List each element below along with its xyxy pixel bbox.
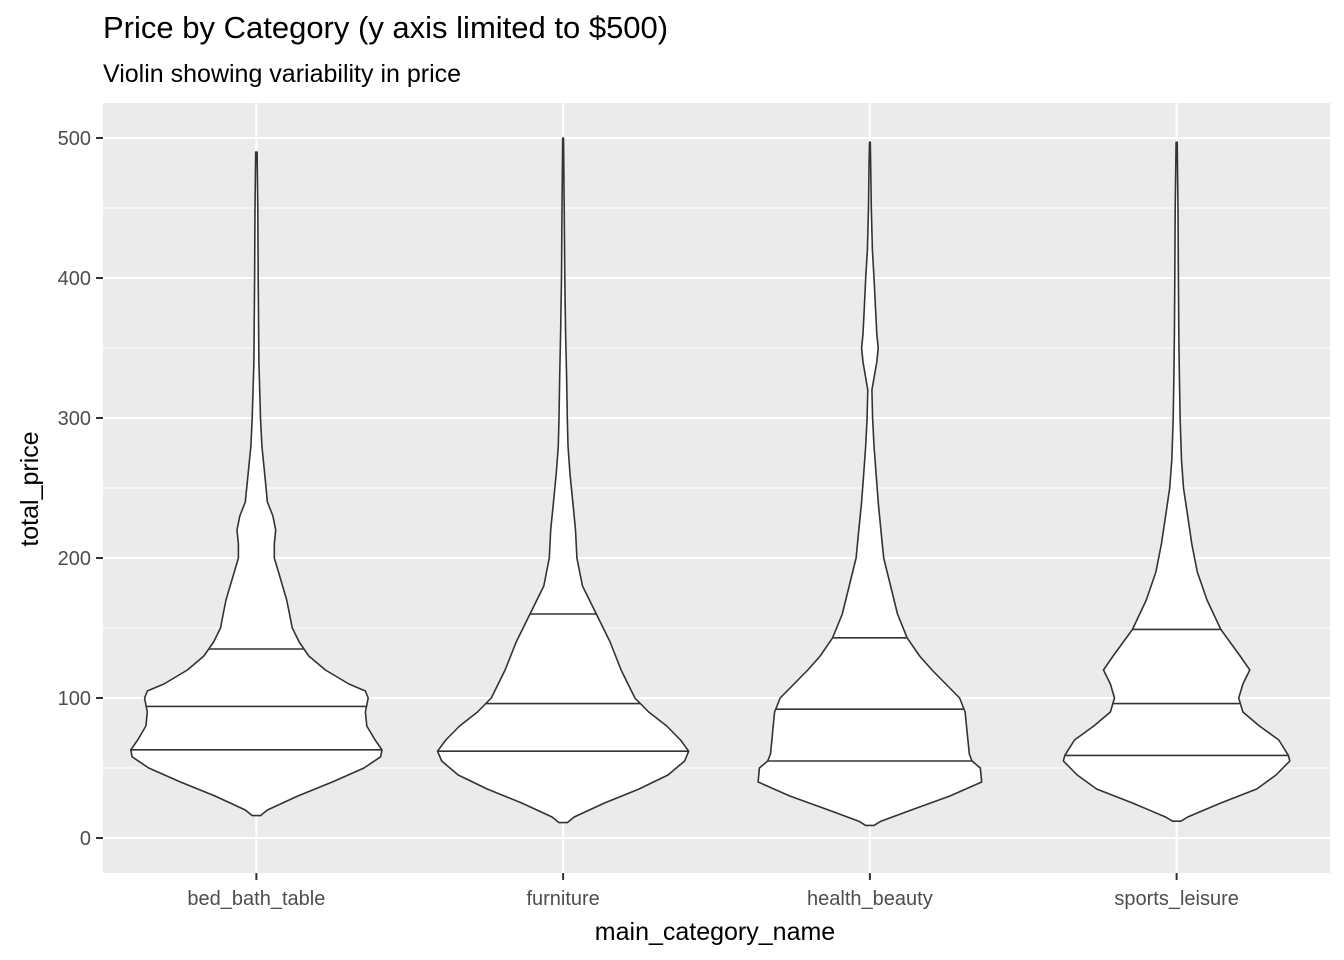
y-axis-title: total_price [16, 431, 44, 546]
violin-sports_leisure [1062, 141, 1291, 822]
x-tick-label: health_beauty [807, 888, 933, 910]
x-tick-label: sports_leisure [1114, 888, 1239, 910]
y-tick-label: 300 [58, 408, 91, 430]
x-tick-label: bed_bath_table [187, 888, 325, 910]
y-tick-label: 0 [80, 828, 91, 850]
y-tick-label: 500 [58, 128, 91, 150]
violins [130, 137, 1291, 827]
x-axis: bed_bath_table furniture health_beauty spor… [187, 873, 1239, 910]
chart-subtitle: Violin showing variability in price [103, 60, 462, 88]
chart-title: Price by Category (y axis limited to $50… [103, 10, 669, 45]
x-axis-title: main_category_name [595, 918, 835, 946]
y-tick-label: 400 [58, 268, 91, 290]
violin-furniture [436, 137, 690, 824]
y-tick-label: 200 [58, 548, 91, 570]
violin-bed_bath_table [130, 151, 383, 817]
x-tick-label: furniture [526, 888, 599, 910]
y-tick-label: 100 [58, 688, 91, 710]
y-axis: 0 100 200 300 400 500 [58, 128, 103, 850]
violin-health_beauty [757, 141, 983, 827]
